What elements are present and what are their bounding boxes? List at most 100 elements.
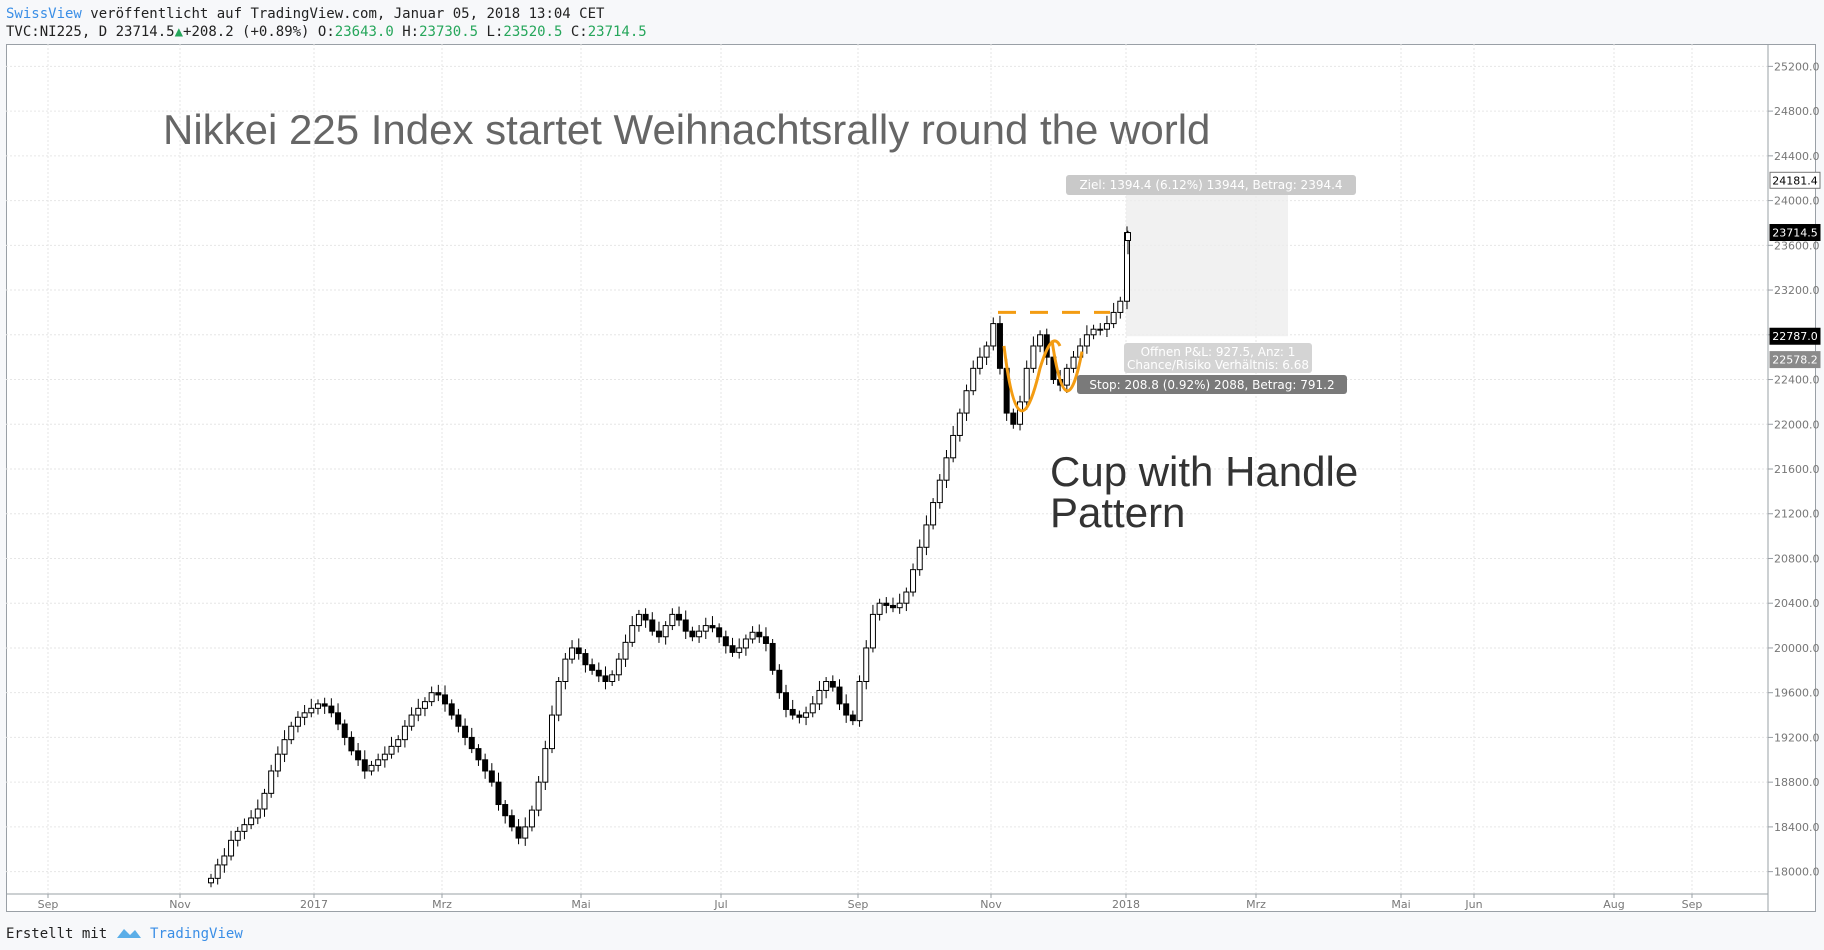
x-tick-label: Nov	[169, 898, 191, 911]
candle-body	[261, 792, 268, 810]
chart-grid	[6, 44, 1768, 894]
candle-body	[622, 641, 629, 660]
candle-body	[361, 759, 368, 772]
candle-body	[602, 675, 609, 683]
candle-body	[696, 630, 703, 638]
candle-body	[1117, 300, 1124, 313]
y-tick-label: 24000.0	[1774, 195, 1820, 208]
candle-body	[321, 703, 328, 707]
candle-body	[976, 356, 983, 369]
candle-body	[395, 739, 402, 747]
price-tag-label: 22578.2	[1772, 354, 1818, 367]
y-tick-label: 20800.0	[1774, 552, 1820, 565]
cup-handle-drawing	[998, 310, 1110, 413]
chart-header: SwissView veröffentlicht auf TradingView…	[0, 0, 1824, 44]
candle-body	[1010, 412, 1017, 425]
candle-body	[662, 625, 669, 638]
low-label: L:	[486, 24, 504, 40]
candle-body	[869, 613, 876, 649]
candle-body	[548, 714, 555, 750]
candle-body	[762, 636, 769, 644]
candle-series	[208, 226, 1131, 888]
candle-body	[635, 613, 642, 627]
candle-body	[816, 689, 823, 705]
x-tick-label: 2017	[300, 898, 328, 911]
candle-body	[789, 708, 796, 716]
candle-body	[221, 855, 228, 866]
candle-body	[1063, 367, 1070, 386]
candle-body	[502, 804, 509, 817]
tradingview-logo-icon[interactable]	[116, 926, 142, 940]
candle-body	[983, 345, 990, 358]
candle-body	[401, 725, 408, 741]
candle-body	[274, 753, 281, 772]
up-arrow-icon: ▲	[174, 24, 184, 40]
candle-body	[1124, 232, 1130, 302]
y-tick-label: 24400.0	[1774, 150, 1820, 163]
candle-body	[963, 390, 970, 414]
annotation-line-1: Cup with Handle	[1050, 448, 1358, 495]
candle-body	[803, 712, 810, 718]
candle-body	[910, 569, 917, 593]
pnl-label-text: Offnen P&L: 927.5, Anz: 1	[1141, 345, 1296, 359]
target-label-text: Ziel: 1394.4 (6.12%) 13944, Betrag: 2394…	[1079, 178, 1342, 192]
candle-body	[1110, 311, 1117, 325]
candle-body	[288, 725, 295, 741]
footer: Erstellt mit TradingView	[6, 924, 243, 942]
candle-body	[930, 502, 937, 526]
candle-body	[649, 619, 656, 632]
publisher-link[interactable]: SwissView	[6, 6, 82, 22]
candle-body	[722, 636, 729, 647]
candle-body	[348, 736, 355, 752]
price-tag-box	[1769, 351, 1821, 369]
candle-body	[435, 692, 442, 696]
candle-body	[314, 703, 321, 709]
open-label: O:	[317, 24, 335, 40]
y-tick-label: 20400.0	[1774, 597, 1820, 610]
chart-panel[interactable]	[6, 44, 1816, 912]
candle-body	[776, 669, 783, 694]
candle-body	[876, 602, 883, 615]
tradingview-link[interactable]: TradingView	[150, 926, 243, 942]
candle-body	[1097, 328, 1104, 331]
candle-body	[208, 877, 214, 884]
candle-body	[936, 479, 943, 504]
close-label: C:	[570, 24, 588, 40]
time-axis[interactable]: Sep Nov 2017 Mrz Mai Jul Sep Nov 2018 Mrz Mai Jun Au…	[38, 894, 1703, 911]
handle-curve	[1050, 340, 1084, 393]
candle-body	[421, 701, 428, 709]
candle-body	[448, 703, 455, 716]
candle-body	[943, 457, 950, 481]
last-price: 23714.5	[115, 24, 175, 40]
candle-body	[355, 750, 362, 761]
candle-body	[1070, 356, 1077, 369]
candle-body	[542, 748, 549, 783]
stop-label-text: Stop: 208.8 (0.92%) 2088, Betrag: 791.2	[1089, 378, 1334, 392]
candle-body	[388, 745, 395, 755]
candle-body	[575, 647, 582, 655]
price-tag-box	[1769, 327, 1821, 345]
candle-body	[849, 714, 856, 722]
candle-body	[1030, 345, 1037, 369]
price-tags: 24181.4 23714.5 22787.0 22578.2	[1769, 171, 1821, 369]
published-line: SwissView veröffentlicht auf TradingView…	[6, 6, 604, 22]
candle-body	[950, 434, 957, 459]
candle-body	[863, 647, 870, 683]
y-tick-label: 24800.0	[1774, 105, 1820, 118]
candle-body	[528, 809, 535, 828]
price-tag-box	[1769, 224, 1821, 242]
candle-body	[1103, 323, 1110, 330]
candle-body	[996, 323, 1003, 369]
y-tick-label: 23200.0	[1774, 284, 1820, 297]
candle-body	[676, 613, 683, 621]
y-tick-label: 23600.0	[1774, 239, 1820, 252]
candle-body	[1083, 334, 1090, 347]
candle-body	[682, 619, 689, 632]
candle-body	[1090, 328, 1097, 336]
y-tick-label: 21600.0	[1774, 463, 1820, 476]
y-tick-label: 22000.0	[1774, 418, 1820, 431]
x-tick-label: Jul	[713, 898, 727, 911]
stop-label: Stop: 208.8 (0.92%) 2088, Betrag: 791.2	[1077, 375, 1347, 394]
candle-body	[923, 524, 930, 548]
